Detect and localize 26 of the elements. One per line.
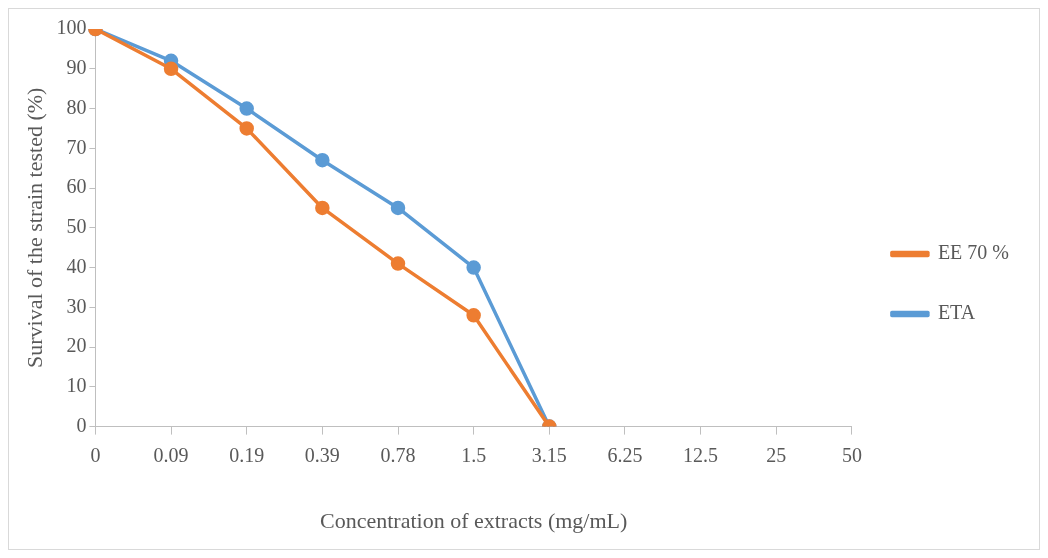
x-tick-label: 25 bbox=[766, 443, 787, 466]
x-tick-label: 0.09 bbox=[153, 443, 189, 466]
legend-label: ETA bbox=[937, 301, 976, 324]
x-axis-title: Concentration of extracts (mg/mL) bbox=[320, 507, 628, 533]
x-tick-label: 50 bbox=[841, 443, 862, 466]
y-tick-label: 50 bbox=[66, 215, 87, 238]
y-tick-label: 0 bbox=[76, 413, 87, 436]
y-axis-title: Survival of the strain tested (%) bbox=[21, 87, 47, 369]
y-tick-label: 30 bbox=[66, 294, 87, 317]
y-tick-label: 70 bbox=[66, 135, 87, 158]
y-tick-label: 60 bbox=[66, 175, 87, 198]
x-tick-label: 6.25 bbox=[607, 443, 643, 466]
y-tick-label: 100 bbox=[56, 16, 87, 39]
x-tick-label: 0.19 bbox=[229, 443, 265, 466]
x-tick-label: 0.78 bbox=[380, 443, 416, 466]
x-tick-label: 3.15 bbox=[531, 443, 567, 466]
y-tick-label: 40 bbox=[66, 254, 87, 277]
x-tick-label: 0 bbox=[90, 443, 101, 466]
legend-label: EE 70 % bbox=[937, 241, 1009, 264]
y-tick-label: 10 bbox=[66, 374, 87, 397]
x-tick-label: 1.5 bbox=[461, 443, 487, 466]
y-tick-label: 20 bbox=[66, 334, 87, 357]
y-tick-label: 80 bbox=[66, 95, 87, 118]
y-tick-label: 90 bbox=[66, 56, 87, 79]
x-tick-label: 0.39 bbox=[304, 443, 340, 466]
x-tick-label: 12.5 bbox=[683, 443, 719, 466]
